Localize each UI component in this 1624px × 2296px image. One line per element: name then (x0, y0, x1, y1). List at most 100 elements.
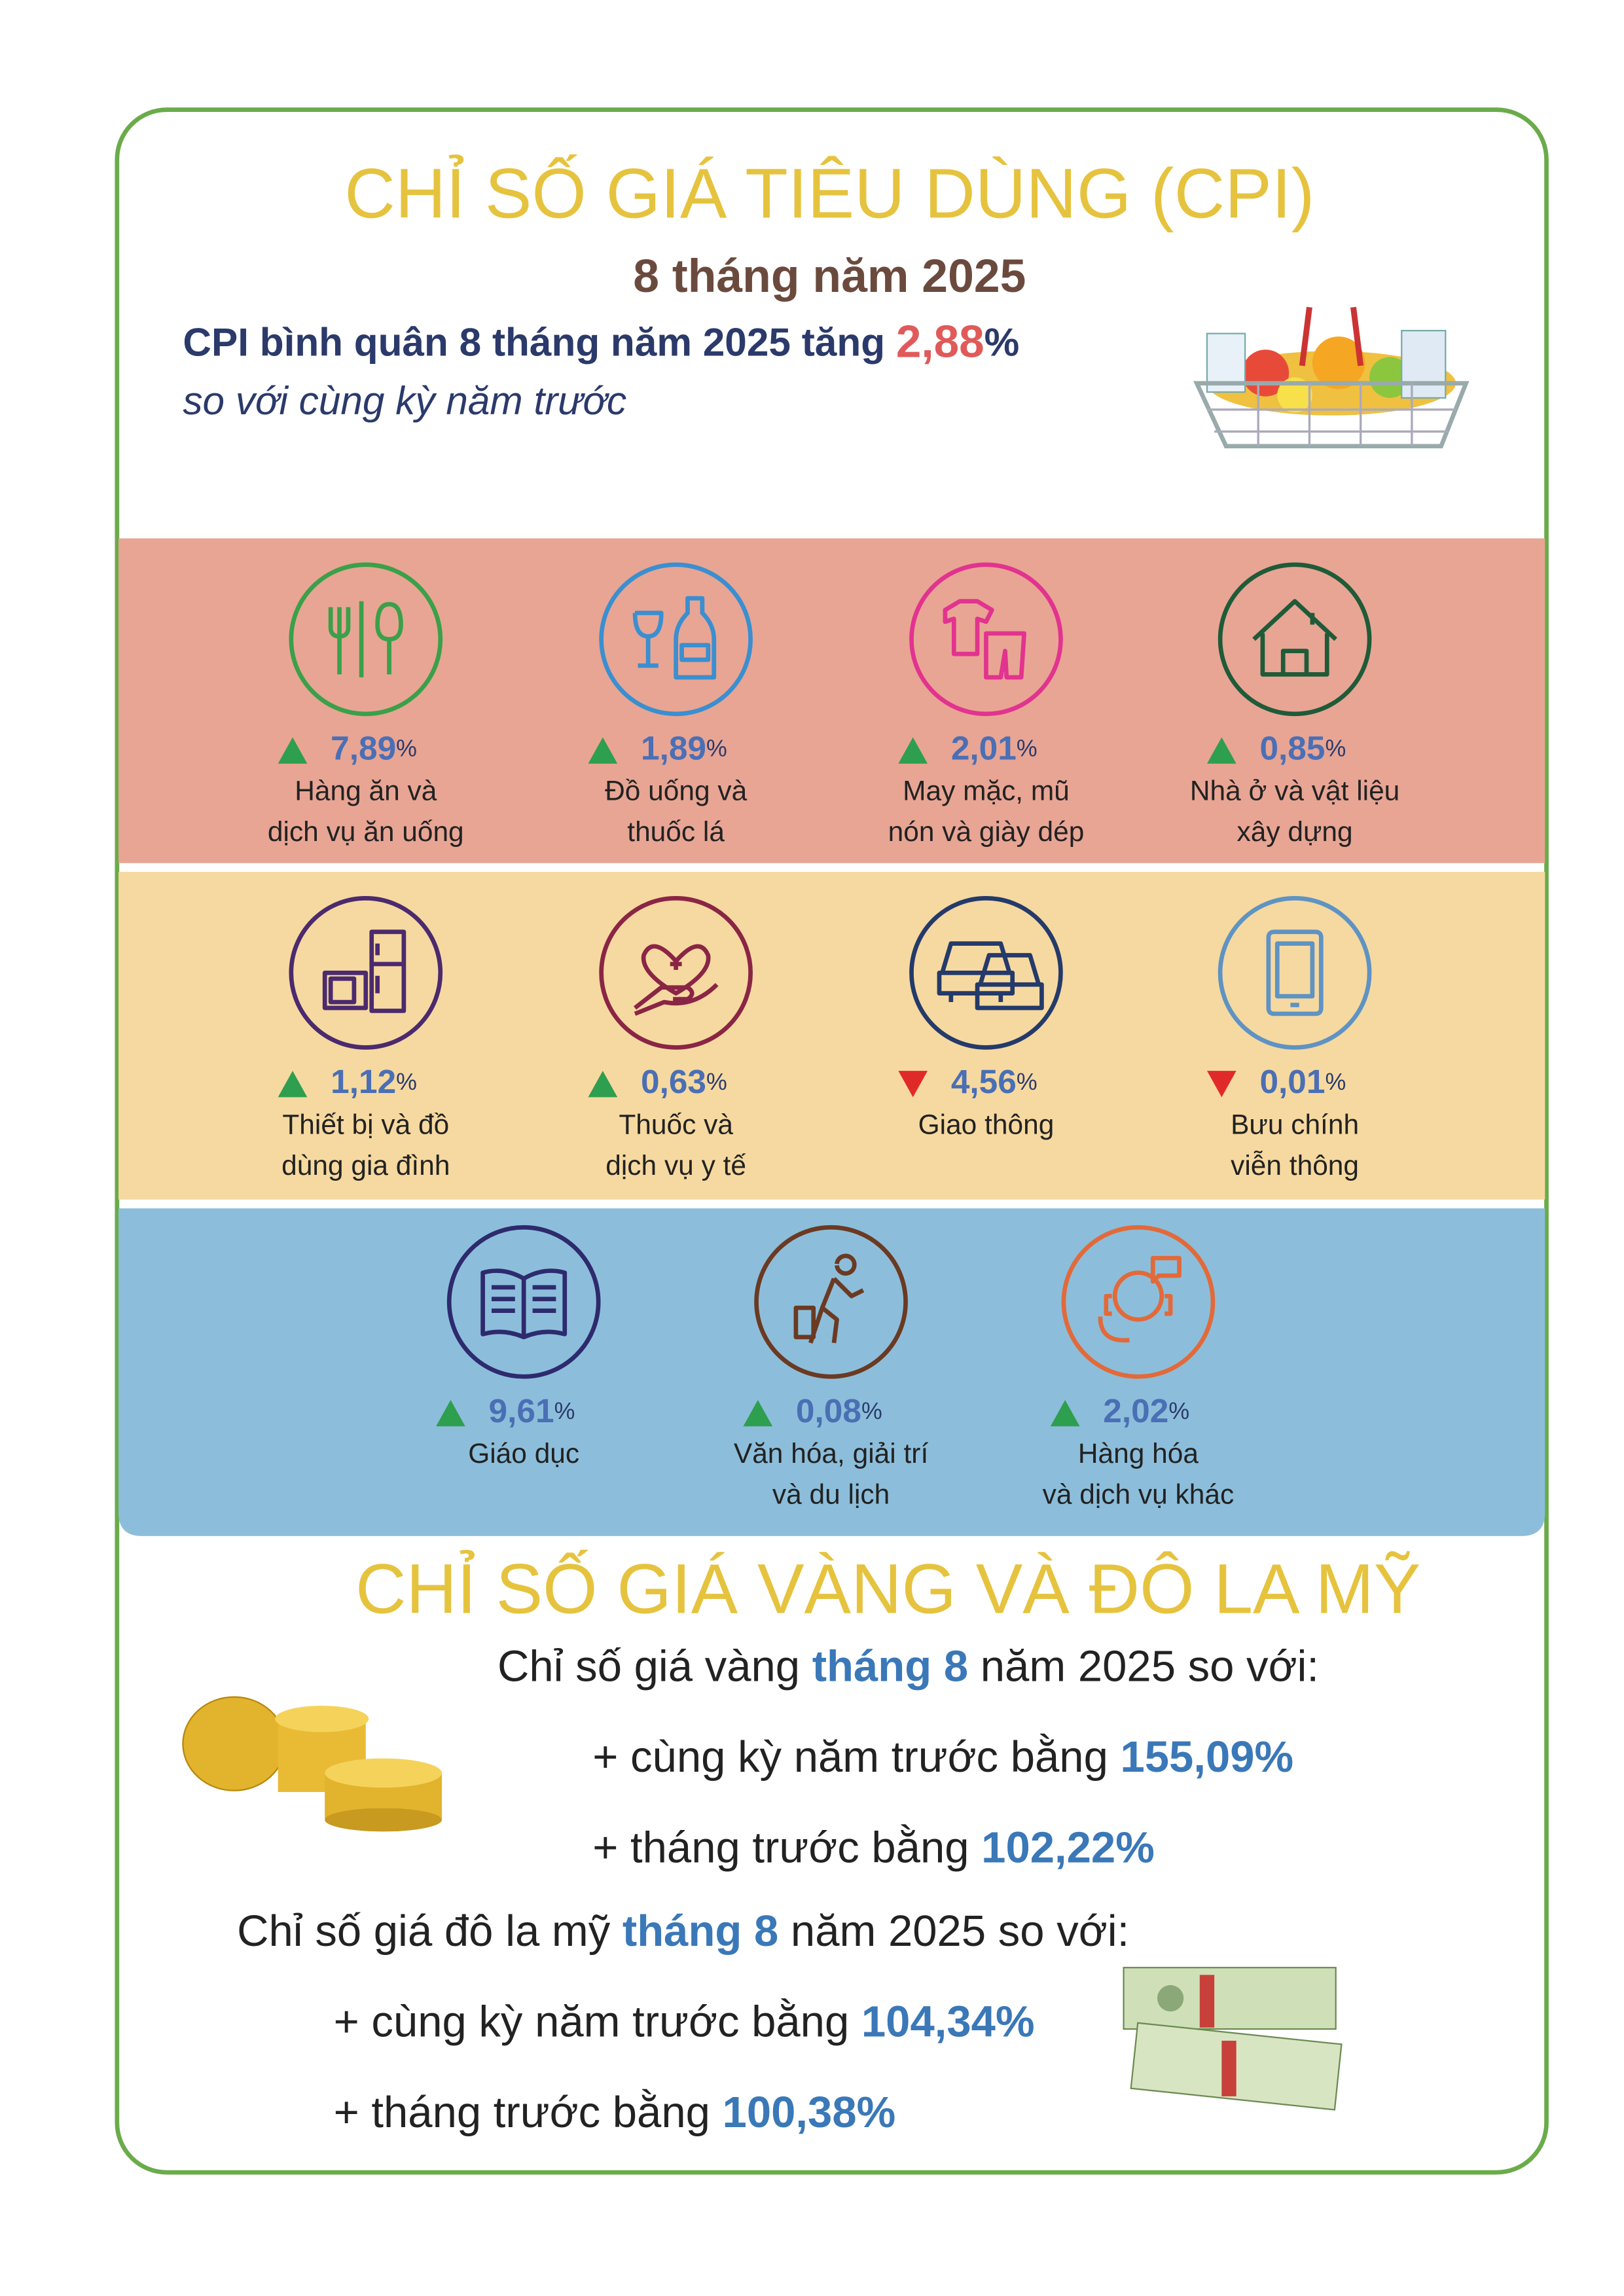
icon-circle (909, 562, 1063, 717)
cpi-item: 0,08% Văn hóa, giải trí và du lịch (734, 1225, 929, 1510)
group-label: dịch vụ y tế (605, 1150, 746, 1181)
group-label: Thiết bị và đồ (282, 1109, 449, 1139)
summary: CPI bình quân 8 tháng năm 2025 tăng 2,88… (183, 316, 1019, 367)
change-unit: % (1325, 736, 1346, 762)
change-value: 9,61 (489, 1391, 554, 1429)
change-unit: % (396, 1069, 417, 1096)
cpi-item: 7,89% Hàng ăn và dịch vụ ăn uống (268, 562, 464, 847)
icon-glyph (633, 944, 719, 1016)
group-label: dùng gia đình (281, 1150, 450, 1181)
band-1 (118, 538, 1545, 863)
cpi-item: 1,12% Thiết bị và đồ dùng gia đình (278, 896, 450, 1181)
group-label: xây dựng (1237, 816, 1353, 847)
icon-circle (289, 896, 443, 1050)
change: 0,08% (796, 1391, 882, 1429)
icon-glyph (943, 599, 1026, 680)
group-label: Bưu chính (1231, 1109, 1359, 1139)
arrow-up (278, 737, 308, 764)
group-label: Văn hóa, giải trí (734, 1438, 929, 1469)
text-part: Chỉ số giá vàng (497, 1641, 812, 1691)
band-2 (118, 872, 1545, 1200)
icon-circle (754, 1225, 908, 1379)
icon-glyph (328, 601, 403, 677)
summary-note: so với cùng kỳ năm trước (183, 378, 626, 423)
gold-item: + cùng kỳ năm trước bằng 155,09% (592, 1732, 1293, 1782)
icon-circle (289, 562, 443, 717)
text-part: năm 2025 so với: (778, 1907, 1129, 1956)
text-part: + tháng trước bằng (592, 1823, 981, 1872)
usd-intro: Chỉ số giá đô la mỹ tháng 8 năm 2025 so … (237, 1907, 1129, 1956)
highlight: tháng 8 (623, 1907, 778, 1956)
change: 1,89% (641, 728, 727, 766)
change-unit: % (1168, 1399, 1189, 1425)
change: 4,56% (951, 1062, 1038, 1100)
cpi-item: 0,63% Thuốc và dịch vụ y tế (588, 896, 753, 1181)
coins-illustration (182, 1696, 442, 1832)
gold-block: Chỉ số giá vàng tháng 8 năm 2025 so với:… (237, 1641, 1319, 2137)
text-part: Chỉ số giá đô la mỹ (237, 1907, 623, 1956)
change-unit: % (861, 1399, 882, 1425)
icon-glyph (1098, 1255, 1182, 1343)
basket-illustration (1193, 306, 1470, 449)
group-label: Hàng ăn và (295, 776, 437, 806)
arrow-up (1050, 1399, 1080, 1427)
arrow-up (588, 737, 618, 764)
change: 7,89% (331, 728, 417, 766)
cpi-item: 0,01% Bưu chính viễn thông (1206, 896, 1372, 1181)
change-unit: % (1325, 1069, 1346, 1096)
text-part: + cùng kỳ năm trước bằng (592, 1732, 1120, 1782)
subtitle: 8 tháng năm 2025 (633, 250, 1026, 302)
text-part: + tháng trước bằng (334, 2088, 723, 2137)
group-label: Đồ uống và (605, 776, 748, 806)
group-label: viễn thông (1231, 1150, 1359, 1181)
title: CHỈ SỐ GIÁ TIÊU DÙNG (CPI) (344, 154, 1314, 232)
group-label: Nhà ở và vật liệu (1190, 776, 1399, 806)
cpi-item: 2,01% May mặc, mũ nón và giày dép (888, 562, 1084, 847)
text-part: + cùng kỳ năm trước bằng (334, 1997, 861, 2046)
icon-glyph (1266, 929, 1324, 1016)
summary-text: CPI bình quân 8 tháng năm 2025 tăng (183, 319, 895, 364)
change-value: 0,85 (1259, 728, 1325, 766)
change-unit: % (1017, 1069, 1038, 1096)
change-value: 0,01 (1259, 1062, 1325, 1100)
group-label: Hàng hóa (1078, 1438, 1199, 1469)
icon-circle (1218, 562, 1372, 717)
arrow-up (278, 1071, 308, 1098)
change-unit: % (706, 1069, 727, 1096)
money-illustration (1123, 1967, 1343, 2111)
group-label: May mặc, mũ (903, 776, 1070, 806)
change-value: 4,56 (951, 1062, 1017, 1100)
highlight: 104,34% (861, 1997, 1035, 2046)
highlight: 155,09% (1120, 1732, 1293, 1782)
change-unit: % (554, 1399, 575, 1425)
usd-item: + cùng kỳ năm trước bằng 104,34% (334, 1997, 1035, 2046)
arrow-up (1206, 737, 1236, 764)
highlight: 100,38% (723, 2088, 896, 2137)
icon-glyph (632, 596, 717, 680)
cpi-item: 9,61% Giáo dục (436, 1225, 601, 1469)
change-value: 0,08 (796, 1391, 861, 1429)
icon-glyph (1252, 599, 1337, 677)
icon-glyph (322, 929, 406, 1013)
change: 1,12% (331, 1062, 417, 1100)
change: 9,61% (489, 1391, 575, 1429)
group-label: dịch vụ ăn uống (268, 816, 464, 847)
cpi-item: 2,02% Hàng hóa và dịch vụ khác (1043, 1225, 1234, 1510)
change-value: 2,02 (1103, 1391, 1168, 1429)
usd-item: + tháng trước bằng 100,38% (334, 2088, 896, 2137)
change: 2,02% (1103, 1391, 1189, 1429)
change-value: 1,89 (641, 728, 706, 766)
cpi-item: 1,89% Đồ uống và thuốc lá (588, 562, 753, 847)
change-value: 2,01 (951, 728, 1017, 766)
gold-item: + tháng trước bằng 102,22% (592, 1823, 1155, 1872)
text-part: năm 2025 so với: (968, 1641, 1319, 1691)
change: 0,01% (1259, 1062, 1346, 1100)
summary-unit: % (984, 319, 1020, 364)
change: 0,85% (1259, 728, 1346, 766)
arrow-up (743, 1399, 773, 1427)
icon-circle (599, 562, 753, 717)
gold-usd-title: CHỈ SỐ GIÁ VÀNG VÀ ĐÔ LA MỸ (355, 1550, 1420, 1628)
cpi-item: 0,85% Nhà ở và vật liệu xây dựng (1190, 562, 1399, 847)
